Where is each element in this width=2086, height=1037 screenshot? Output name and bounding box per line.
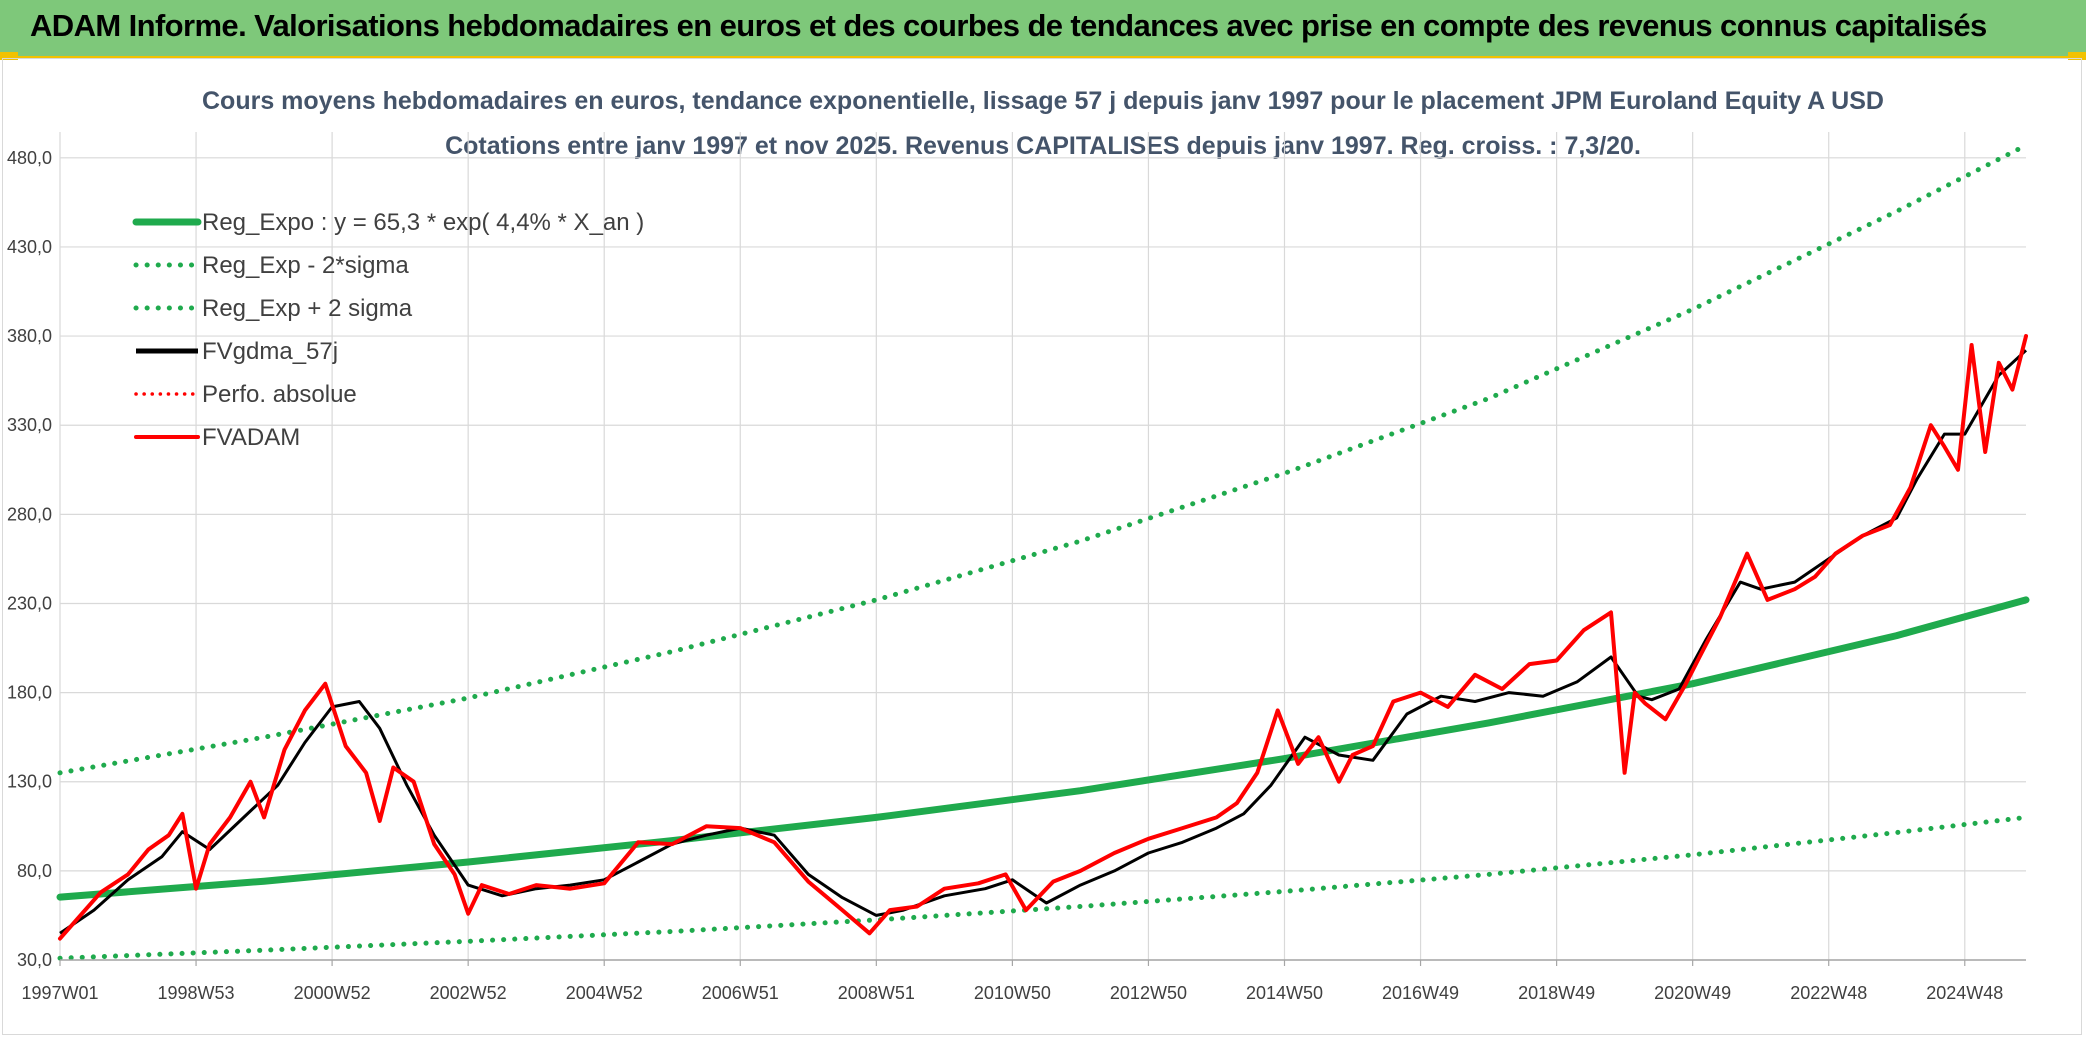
y-tick-label: 130,0 [7,772,52,792]
series-line-reg-plus-2sigma [57,142,2029,776]
x-tick-label: 2010W50 [974,983,1051,1003]
y-tick-label: 330,0 [7,415,52,435]
legend: Reg_Expo : y = 65,3 * exp( 4,4% * X_an )… [132,209,644,451]
x-tick-label: 2012W50 [1110,983,1187,1003]
series-line-reg-minus-2sigma [57,814,2029,961]
x-tick-label: 2002W52 [430,983,507,1003]
gridlines [59,132,2026,961]
chart-subtitle: Cotations entre janv 1997 et nov 2025. R… [445,132,1641,160]
y-tick-label: 380,0 [7,326,52,346]
legend-label: Reg_Exp + 2 sigma [202,295,413,322]
page-title: ADAM Informe. Valorisations hebdomadaire… [30,8,1987,43]
corner-marker [0,52,18,60]
y-tick-label: 30,0 [17,950,52,970]
legend-label: FVgdma_57j [202,338,338,365]
legend-label: Reg_Exp - 2*sigma [202,252,409,279]
y-tick-label: 230,0 [7,593,52,613]
axes: 30,0 80,0 130,0 180,0 230,0 280,0 330,0 380,0 43… [7,148,2026,1003]
chart-frame [2,58,2082,1035]
x-tick-label: 2024W48 [1926,983,2003,1003]
y-tick-label: 80,0 [17,861,52,881]
x-tick-label: 2016W49 [1382,983,1459,1003]
x-tick-label: 2004W52 [566,983,643,1003]
chart-title: Cours moyens hebdomadaires en euros, ten… [202,87,1884,115]
y-tick-label: 430,0 [7,237,52,257]
legend-label: FVADAM [202,424,300,451]
corner-marker [2068,52,2086,60]
series-line-fvadam [58,334,2028,941]
x-tick-label: 1998W53 [158,983,235,1003]
series-line-fvgdma [59,349,2028,935]
x-tick-label: 2018W49 [1518,983,1595,1003]
x-tick-label: 2006W51 [702,983,779,1003]
y-tick-label: 280,0 [7,504,52,524]
x-tick-label: 2000W52 [294,983,371,1003]
x-tick-label: 2008W51 [838,983,915,1003]
x-tick-label: 1997W01 [21,983,98,1003]
series-group [56,142,2030,961]
x-tick-label: 2022W48 [1790,983,1867,1003]
series-line-reg-expo [56,596,2030,901]
x-tick-label: 2014W50 [1246,983,1323,1003]
header-banner: ADAM Informe. Valorisations hebdomadaire… [0,0,2086,58]
legend-label: Reg_Expo : y = 65,3 * exp( 4,4% * X_an ) [202,209,644,236]
y-tick-label: 480,0 [7,148,52,168]
legend-label: Perfo. absolue [202,381,357,408]
y-tick-label: 180,0 [7,683,52,703]
x-tick-label: 2020W49 [1654,983,1731,1003]
